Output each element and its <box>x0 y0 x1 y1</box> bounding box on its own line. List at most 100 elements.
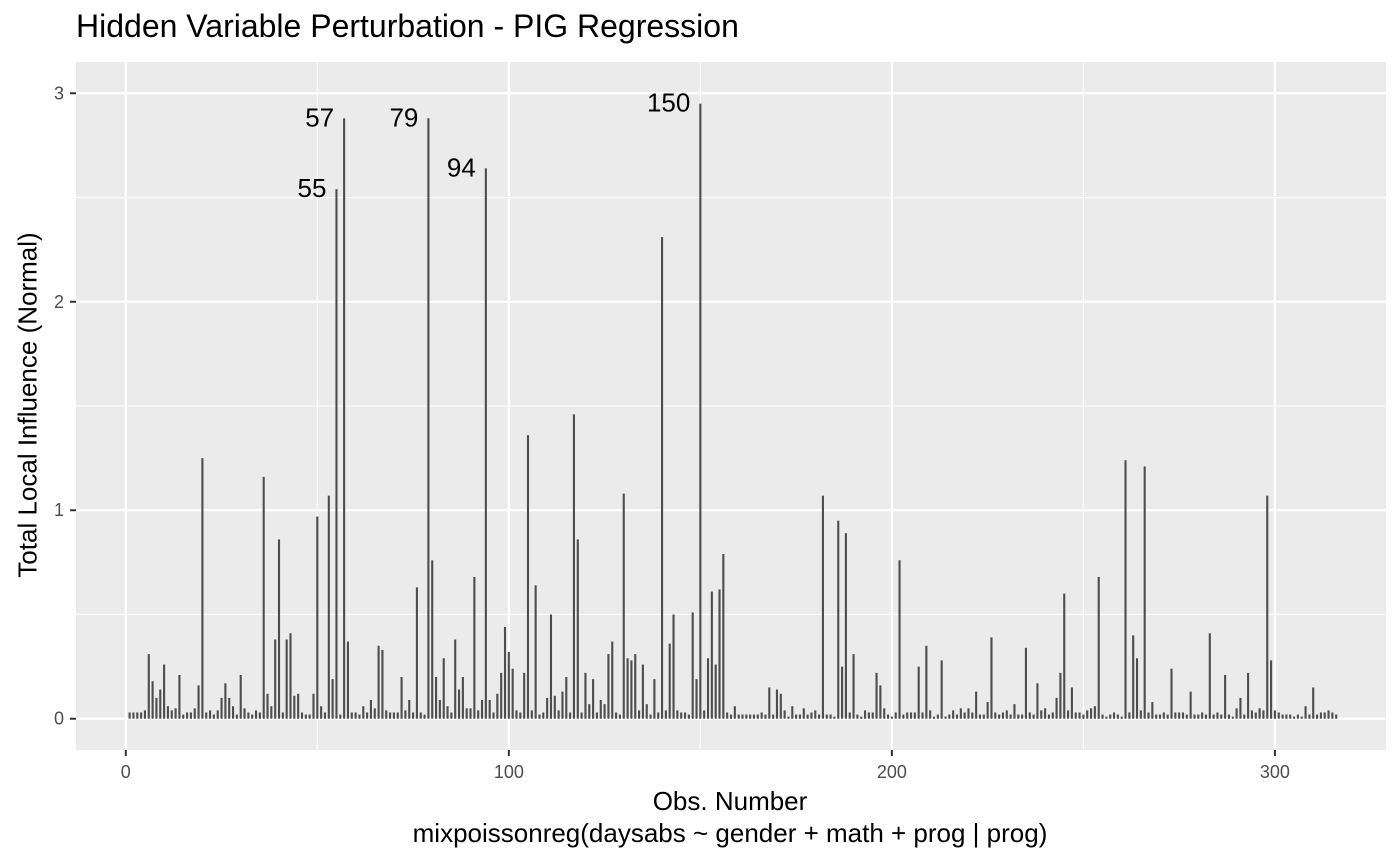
bar-obs-147 <box>687 714 690 719</box>
bar-obs-135 <box>641 664 644 719</box>
bar-obs-283 <box>1208 633 1211 719</box>
bar-obs-215 <box>948 714 951 719</box>
bar-obs-130 <box>622 493 625 719</box>
bar-obs-308 <box>1304 706 1307 719</box>
bar-obs-22 <box>209 710 212 719</box>
bar-obs-196 <box>875 672 878 719</box>
bar-obs-31 <box>243 708 246 719</box>
bar-obs-73 <box>404 710 407 719</box>
bar-obs-258 <box>1112 712 1116 719</box>
bar-obs-297 <box>1262 710 1265 719</box>
bar-obs-292 <box>1243 714 1246 719</box>
bar-obs-211 <box>932 716 936 719</box>
bar-obs-291 <box>1239 697 1242 719</box>
bar-obs-268 <box>1151 702 1154 719</box>
bar-obs-131 <box>626 658 629 719</box>
bar-obs-300 <box>1273 710 1276 719</box>
bar-obs-94 <box>484 168 487 719</box>
bar-obs-225 <box>986 702 989 719</box>
bar-obs-126 <box>607 654 610 719</box>
bar-obs-186 <box>837 520 840 719</box>
bar-obs-85 <box>450 712 453 719</box>
bar-obs-275 <box>1178 712 1181 719</box>
bar-obs-160 <box>737 714 740 719</box>
bar-obs-234 <box>1021 714 1024 719</box>
bar-obs-15 <box>182 714 185 719</box>
bar-obs-20 <box>201 458 204 719</box>
bar-obs-194 <box>867 712 870 719</box>
bar-obs-109 <box>542 712 545 719</box>
bar-obs-198 <box>883 708 886 719</box>
bar-obs-140 <box>660 237 664 719</box>
bar-obs-152 <box>706 658 710 719</box>
bar-obs-245 <box>1063 593 1066 719</box>
bar-obs-59 <box>350 712 353 719</box>
bar-obs-188 <box>844 533 847 719</box>
bar-obs-161 <box>741 714 744 719</box>
bar-obs-77 <box>419 712 422 719</box>
bar-obs-13 <box>174 708 177 719</box>
bar-obs-287 <box>1224 674 1227 719</box>
bar-obs-35 <box>258 712 261 719</box>
bar-obs-191 <box>856 714 859 719</box>
bar-obs-273 <box>1170 668 1173 719</box>
bar-obs-307 <box>1300 716 1303 719</box>
bar-obs-237 <box>1032 714 1035 719</box>
bar-obs-42 <box>285 639 288 719</box>
bar-obs-274 <box>1174 712 1177 719</box>
bar-obs-33 <box>251 714 254 719</box>
bar-obs-30 <box>239 674 242 719</box>
x-tick-label: 300 <box>1260 762 1290 782</box>
bar-obs-65 <box>373 708 376 719</box>
annotation-obs-94: 94 <box>447 152 476 182</box>
bar-obs-91 <box>473 576 476 719</box>
x-axis-label: Obs. Number <box>652 786 808 816</box>
bar-obs-276 <box>1181 712 1185 719</box>
bar-obs-306 <box>1296 714 1299 719</box>
bar-obs-207 <box>917 666 920 719</box>
bar-obs-96 <box>492 712 495 719</box>
bar-obs-170 <box>775 689 779 719</box>
bar-obs-120 <box>584 672 587 719</box>
bar-obs-74 <box>408 699 411 719</box>
bar-obs-7 <box>151 681 154 719</box>
bar-obs-185 <box>833 716 836 719</box>
bar-obs-302 <box>1281 714 1284 719</box>
bar-obs-155 <box>718 589 721 719</box>
bar-obs-217 <box>955 714 959 719</box>
bar-obs-190 <box>852 654 855 719</box>
bar-obs-114 <box>561 691 564 719</box>
bar-obs-25 <box>220 697 223 719</box>
bar-obs-58 <box>346 641 350 719</box>
annotation-obs-57: 57 <box>305 102 334 132</box>
bar-obs-260 <box>1120 716 1123 719</box>
bar-obs-14 <box>178 674 181 719</box>
bar-obs-50 <box>316 516 319 719</box>
bar-obs-68 <box>385 710 388 719</box>
annotation-obs-79: 79 <box>389 102 418 132</box>
bar-obs-43 <box>289 633 292 719</box>
bar-obs-179 <box>810 712 813 719</box>
bar-obs-296 <box>1258 708 1261 719</box>
bar-obs-233 <box>1017 714 1020 719</box>
bar-obs-48 <box>308 714 311 719</box>
bar-obs-193 <box>864 710 867 719</box>
bar-obs-262 <box>1128 712 1131 719</box>
bar-obs-83 <box>442 658 445 719</box>
bar-obs-12 <box>170 710 173 719</box>
annotation-obs-55: 55 <box>298 173 327 203</box>
bar-obs-19 <box>197 685 200 719</box>
bar-obs-116 <box>569 712 572 719</box>
bar-obs-9 <box>159 689 162 719</box>
bar-obs-286 <box>1220 714 1223 719</box>
y-tick-label: 1 <box>54 500 64 520</box>
bar-obs-259 <box>1116 714 1119 719</box>
bar-obs-148 <box>691 612 694 719</box>
bar-obs-11 <box>166 706 169 719</box>
y-tick-label: 2 <box>54 292 64 312</box>
bar-obs-142 <box>668 643 671 719</box>
bar-obs-105 <box>526 435 530 719</box>
bar-obs-285 <box>1216 712 1219 719</box>
x-tick-label: 0 <box>121 762 131 782</box>
bar-obs-295 <box>1254 712 1257 719</box>
